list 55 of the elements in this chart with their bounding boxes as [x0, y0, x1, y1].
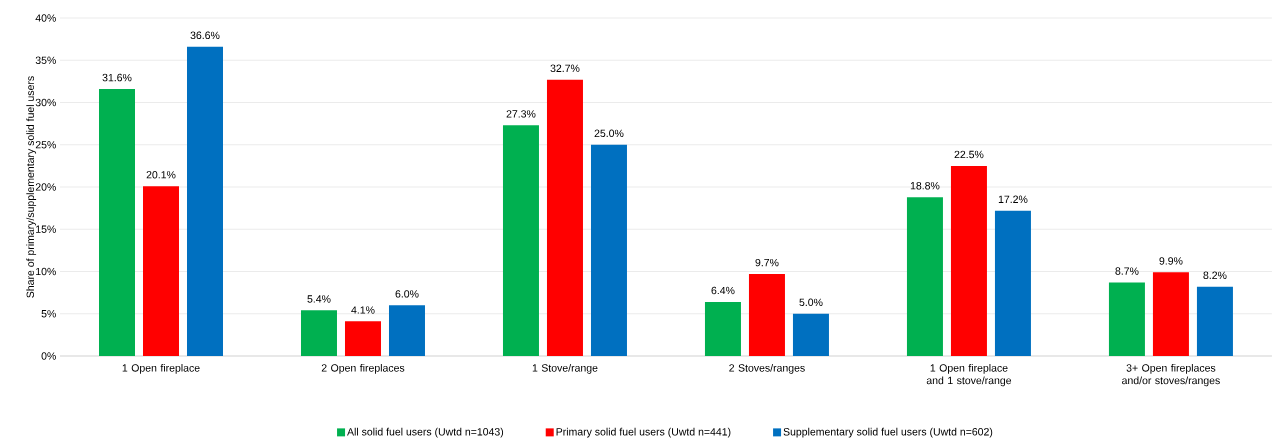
y-tick-label: 20% — [35, 183, 56, 191]
bar — [143, 186, 179, 356]
bar — [344, 321, 381, 356]
x-tick-label: 3+ Open fireplaces and/or stoves/ranges — [1122, 363, 1220, 387]
data-label: 6.4% — [711, 286, 735, 295]
data-label: 18.8% — [910, 182, 940, 190]
y-tick-label: 35% — [35, 56, 56, 64]
data-label: 32.7% — [550, 64, 580, 72]
data-label: 8.2% — [1203, 271, 1227, 280]
data-label: 9.7% — [755, 258, 779, 267]
bar — [388, 305, 425, 356]
data-label: 9.9% — [1159, 257, 1183, 265]
data-label: 36.6% — [190, 31, 220, 40]
y-tick-label: 30% — [35, 98, 56, 107]
bar — [300, 310, 337, 356]
y-tick-label: 0% — [41, 352, 56, 360]
legend-label: All solid fuel users (Uwtd n=1043) — [347, 427, 504, 438]
y-tick-label: 15% — [36, 225, 56, 233]
data-label: 8.7% — [1115, 267, 1139, 275]
data-label: 22.5% — [954, 150, 984, 159]
bar — [99, 88, 135, 356]
data-label: 6.0% — [395, 290, 419, 298]
x-tick-label: 1 Open fireplace and 1 stove/range — [926, 363, 1012, 387]
bar — [1196, 286, 1233, 356]
y-tick-label: 5% — [41, 310, 56, 318]
bar — [187, 46, 223, 356]
bar — [1108, 282, 1145, 356]
bar — [704, 301, 741, 356]
y-tick-label: 10% — [36, 267, 56, 276]
data-label: 5.0% — [799, 298, 823, 307]
bar — [994, 210, 1031, 356]
data-label: 31.6% — [102, 73, 132, 82]
data-label: 5.4% — [307, 295, 331, 303]
bar — [590, 144, 627, 356]
data-label: 20.1% — [146, 171, 176, 179]
x-tick-label: 1 Open fireplace — [122, 363, 200, 374]
bar — [950, 165, 987, 356]
bar — [792, 313, 829, 356]
x-tick-label: 1 Stove/range — [532, 363, 598, 374]
bar — [546, 79, 583, 356]
legend-label: Supplementary solid fuel users (Uwtd n=602) — [783, 427, 993, 438]
data-label: 4.1% — [351, 306, 375, 314]
bar — [1152, 272, 1189, 356]
bar — [502, 125, 539, 356]
y-axis-title: Share of primary/supplementary solid fuel users — [26, 76, 37, 298]
x-tick-label: 2 Open fireplaces — [321, 363, 405, 374]
data-label: 27.3% — [506, 110, 536, 118]
y-tick-label: 40% — [35, 14, 56, 22]
bar — [748, 274, 785, 356]
data-label: 17.2% — [998, 195, 1028, 203]
bar — [906, 197, 943, 356]
data-label: 25.0% — [594, 129, 624, 138]
y-tick-label: 25% — [35, 141, 56, 149]
x-tick-label: 2 Stoves/ranges — [729, 363, 805, 374]
legend-label: Primary solid fuel users (Uwtd n=441) — [556, 427, 731, 438]
